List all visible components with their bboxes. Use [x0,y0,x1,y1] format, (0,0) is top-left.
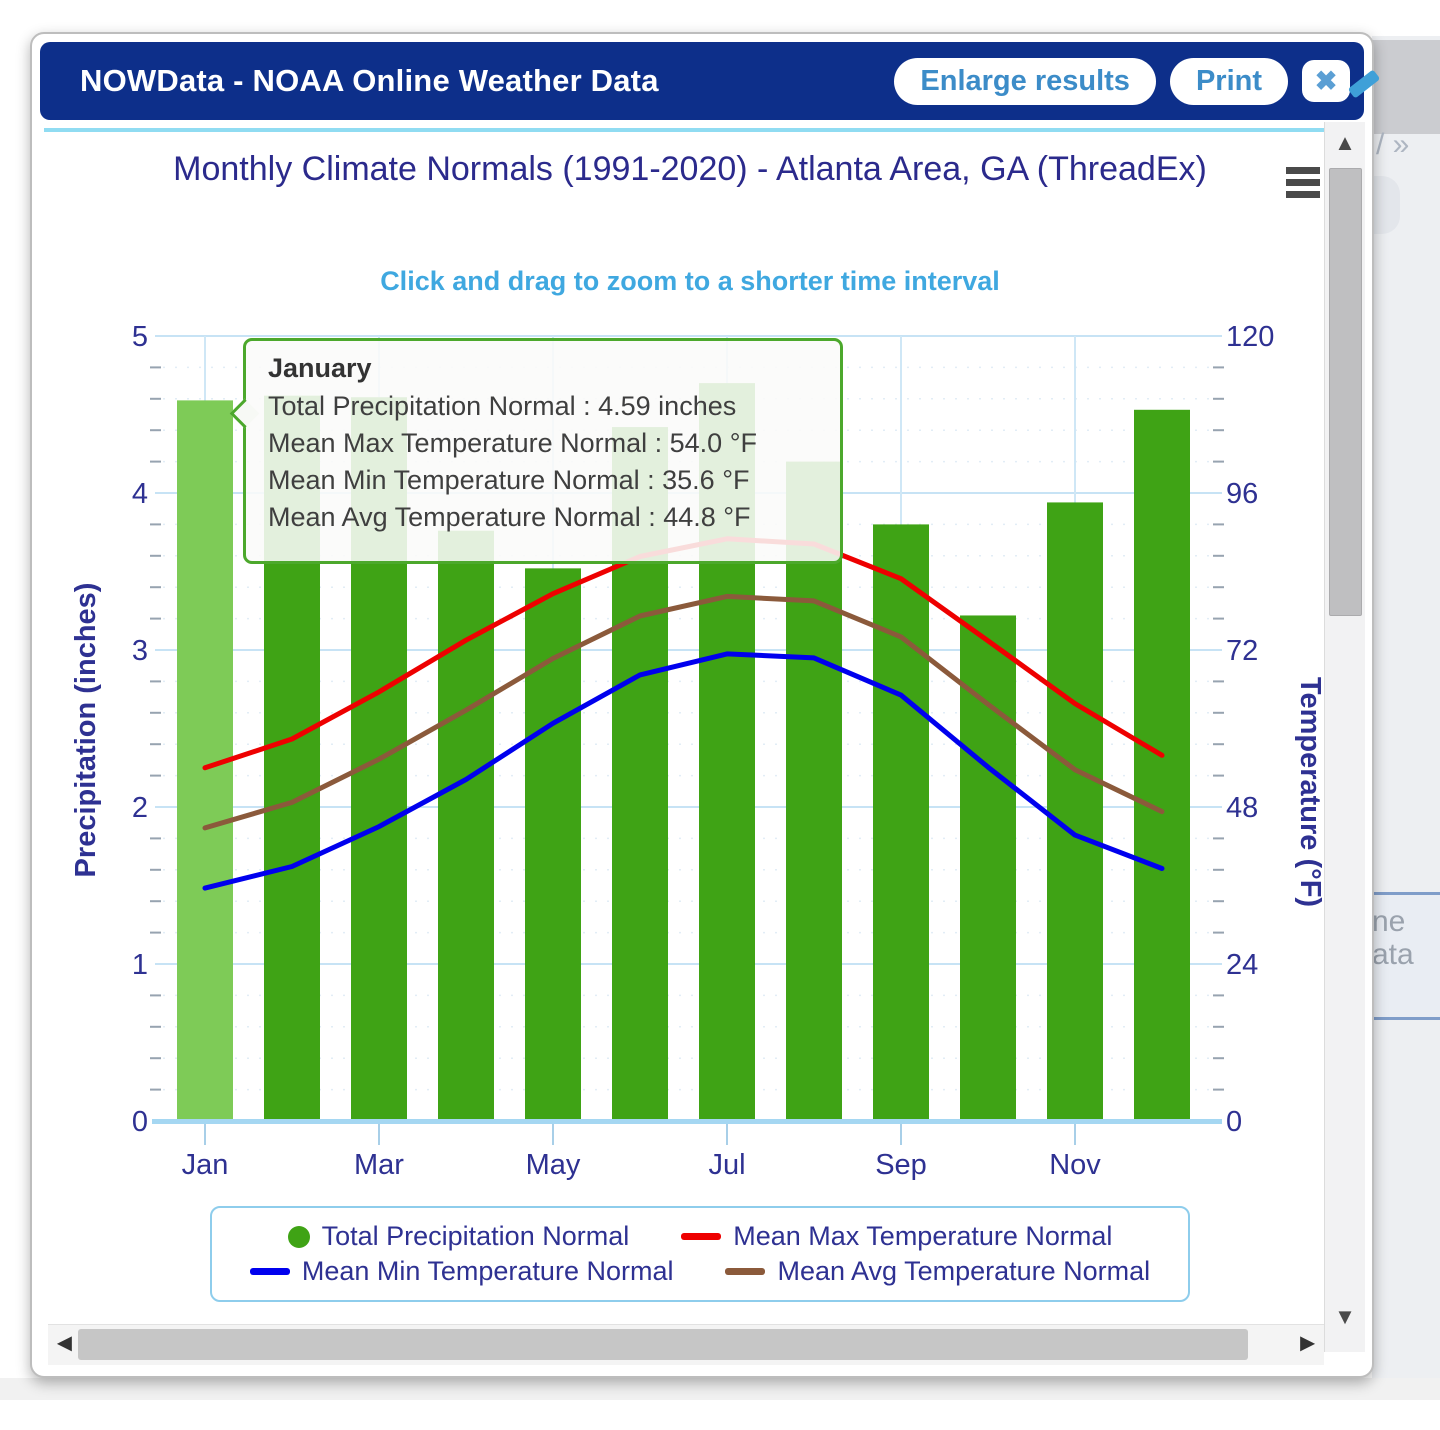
results-pane [44,122,1324,1352]
page-background-column [1372,36,1440,1378]
svg-text:Jul: Jul [708,1149,745,1181]
line-mean-max-temperature-normal[interactable] [202,536,1165,771]
svg-text:2: 2 [132,792,148,824]
legend-item-max-temp[interactable]: Mean Max Temperature Normal [681,1221,1112,1252]
svg-text:Mar: Mar [354,1149,404,1181]
svg-text:48: 48 [1226,792,1258,824]
titlebar-buttons: Enlarge results Print ✖ [894,42,1350,120]
svg-text:Temperature (°F): Temperature (°F) [1294,677,1326,907]
dialog-titlebar[interactable]: NOWData - NOAA Online Weather Data Enlar… [40,42,1364,120]
svg-text:Nov: Nov [1049,1149,1101,1181]
svg-text:96: 96 [1226,478,1258,510]
svg-text:1: 1 [132,949,148,981]
blue-line-marker-icon [249,1268,290,1275]
page-text-fragment: ne [1372,905,1406,938]
page-chevron-fragment: / » [1376,128,1410,161]
svg-text:Precipitation (inches): Precipitation (inches) [70,583,102,878]
horizontal-scrollbar[interactable]: ◄ ► [48,1324,1324,1365]
bar-Nov[interactable] [1047,502,1103,1121]
green-dot-marker-icon [287,1225,310,1248]
vertical-scrollbar[interactable]: ▲ ▼ [1324,122,1365,1352]
bar-Sep[interactable] [873,524,929,1121]
results-pane-top-border [44,128,1362,132]
svg-text:May: May [526,1149,581,1181]
svg-text:3: 3 [132,635,148,667]
print-button[interactable]: Print [1169,57,1288,105]
bar-Oct[interactable] [960,615,1016,1121]
svg-text:0: 0 [132,1106,148,1138]
chart-title: Monthly Climate Normals (1991-2020) - At… [173,150,1207,188]
tooltip-row: Mean Min Temperature Normal : 35.6 °F [268,465,750,495]
chart-legend: Total Precipitation Normal Mean Max Temp… [210,1206,1190,1302]
scroll-right-arrow-icon[interactable]: ► [1295,1329,1320,1357]
svg-text:Sep: Sep [875,1149,927,1181]
svg-text:0: 0 [1226,1106,1242,1138]
svg-text:4: 4 [132,478,148,510]
page-bottom-strip [0,1378,1440,1400]
legend-item-precipitation[interactable]: Total Precipitation Normal [287,1221,629,1252]
dialog-title: NOWData - NOAA Online Weather Data [80,63,659,98]
vertical-scroll-thumb[interactable] [1329,168,1362,616]
horizontal-scroll-thumb[interactable] [78,1329,1248,1360]
enlarge-results-button[interactable]: Enlarge results [894,57,1156,105]
svg-text:72: 72 [1226,635,1258,667]
brown-line-marker-icon [725,1268,766,1275]
page-panel-fragment: ne ata [1372,892,1440,1020]
svg-text:5: 5 [132,321,148,353]
close-icon[interactable]: ✖ [1302,60,1350,102]
svg-text:24: 24 [1226,949,1258,981]
svg-text:120: 120 [1226,321,1274,353]
page-background-block [1372,40,1440,134]
scroll-down-arrow-icon[interactable]: ▼ [1334,1304,1356,1329]
tooltip-row: Total Precipitation Normal : 4.59 inches [268,391,737,421]
scroll-up-arrow-icon[interactable]: ▲ [1334,130,1356,155]
page-text-fragment: ata [1372,938,1414,971]
line-mean-avg-temperature-normal[interactable] [202,593,1165,831]
bar-Aug[interactable] [786,461,842,1122]
svg-text:Jan: Jan [182,1149,229,1181]
chart-subtitle: Click and drag to zoom to a shorter time… [380,266,1000,296]
tooltip-row: Mean Max Temperature Normal : 54.0 °F [268,428,757,458]
bar-Dec[interactable] [1134,409,1190,1121]
red-line-marker-icon [681,1233,722,1240]
bar-Apr[interactable] [438,530,494,1121]
chart-tooltip: January Total Precipitation Normal : 4.5… [229,338,843,564]
chart-menu-icon[interactable] [1286,167,1322,201]
legend-item-min-temp[interactable]: Mean Min Temperature Normal [249,1256,673,1287]
legend-item-avg-temp[interactable]: Mean Avg Temperature Normal [725,1256,1150,1287]
tooltip-month: January [268,353,372,383]
line-mean-min-temperature-normal[interactable] [202,651,1165,891]
tooltip-row: Mean Avg Temperature Normal : 44.8 °F [268,502,751,532]
scroll-left-arrow-icon[interactable]: ◄ [52,1329,77,1357]
